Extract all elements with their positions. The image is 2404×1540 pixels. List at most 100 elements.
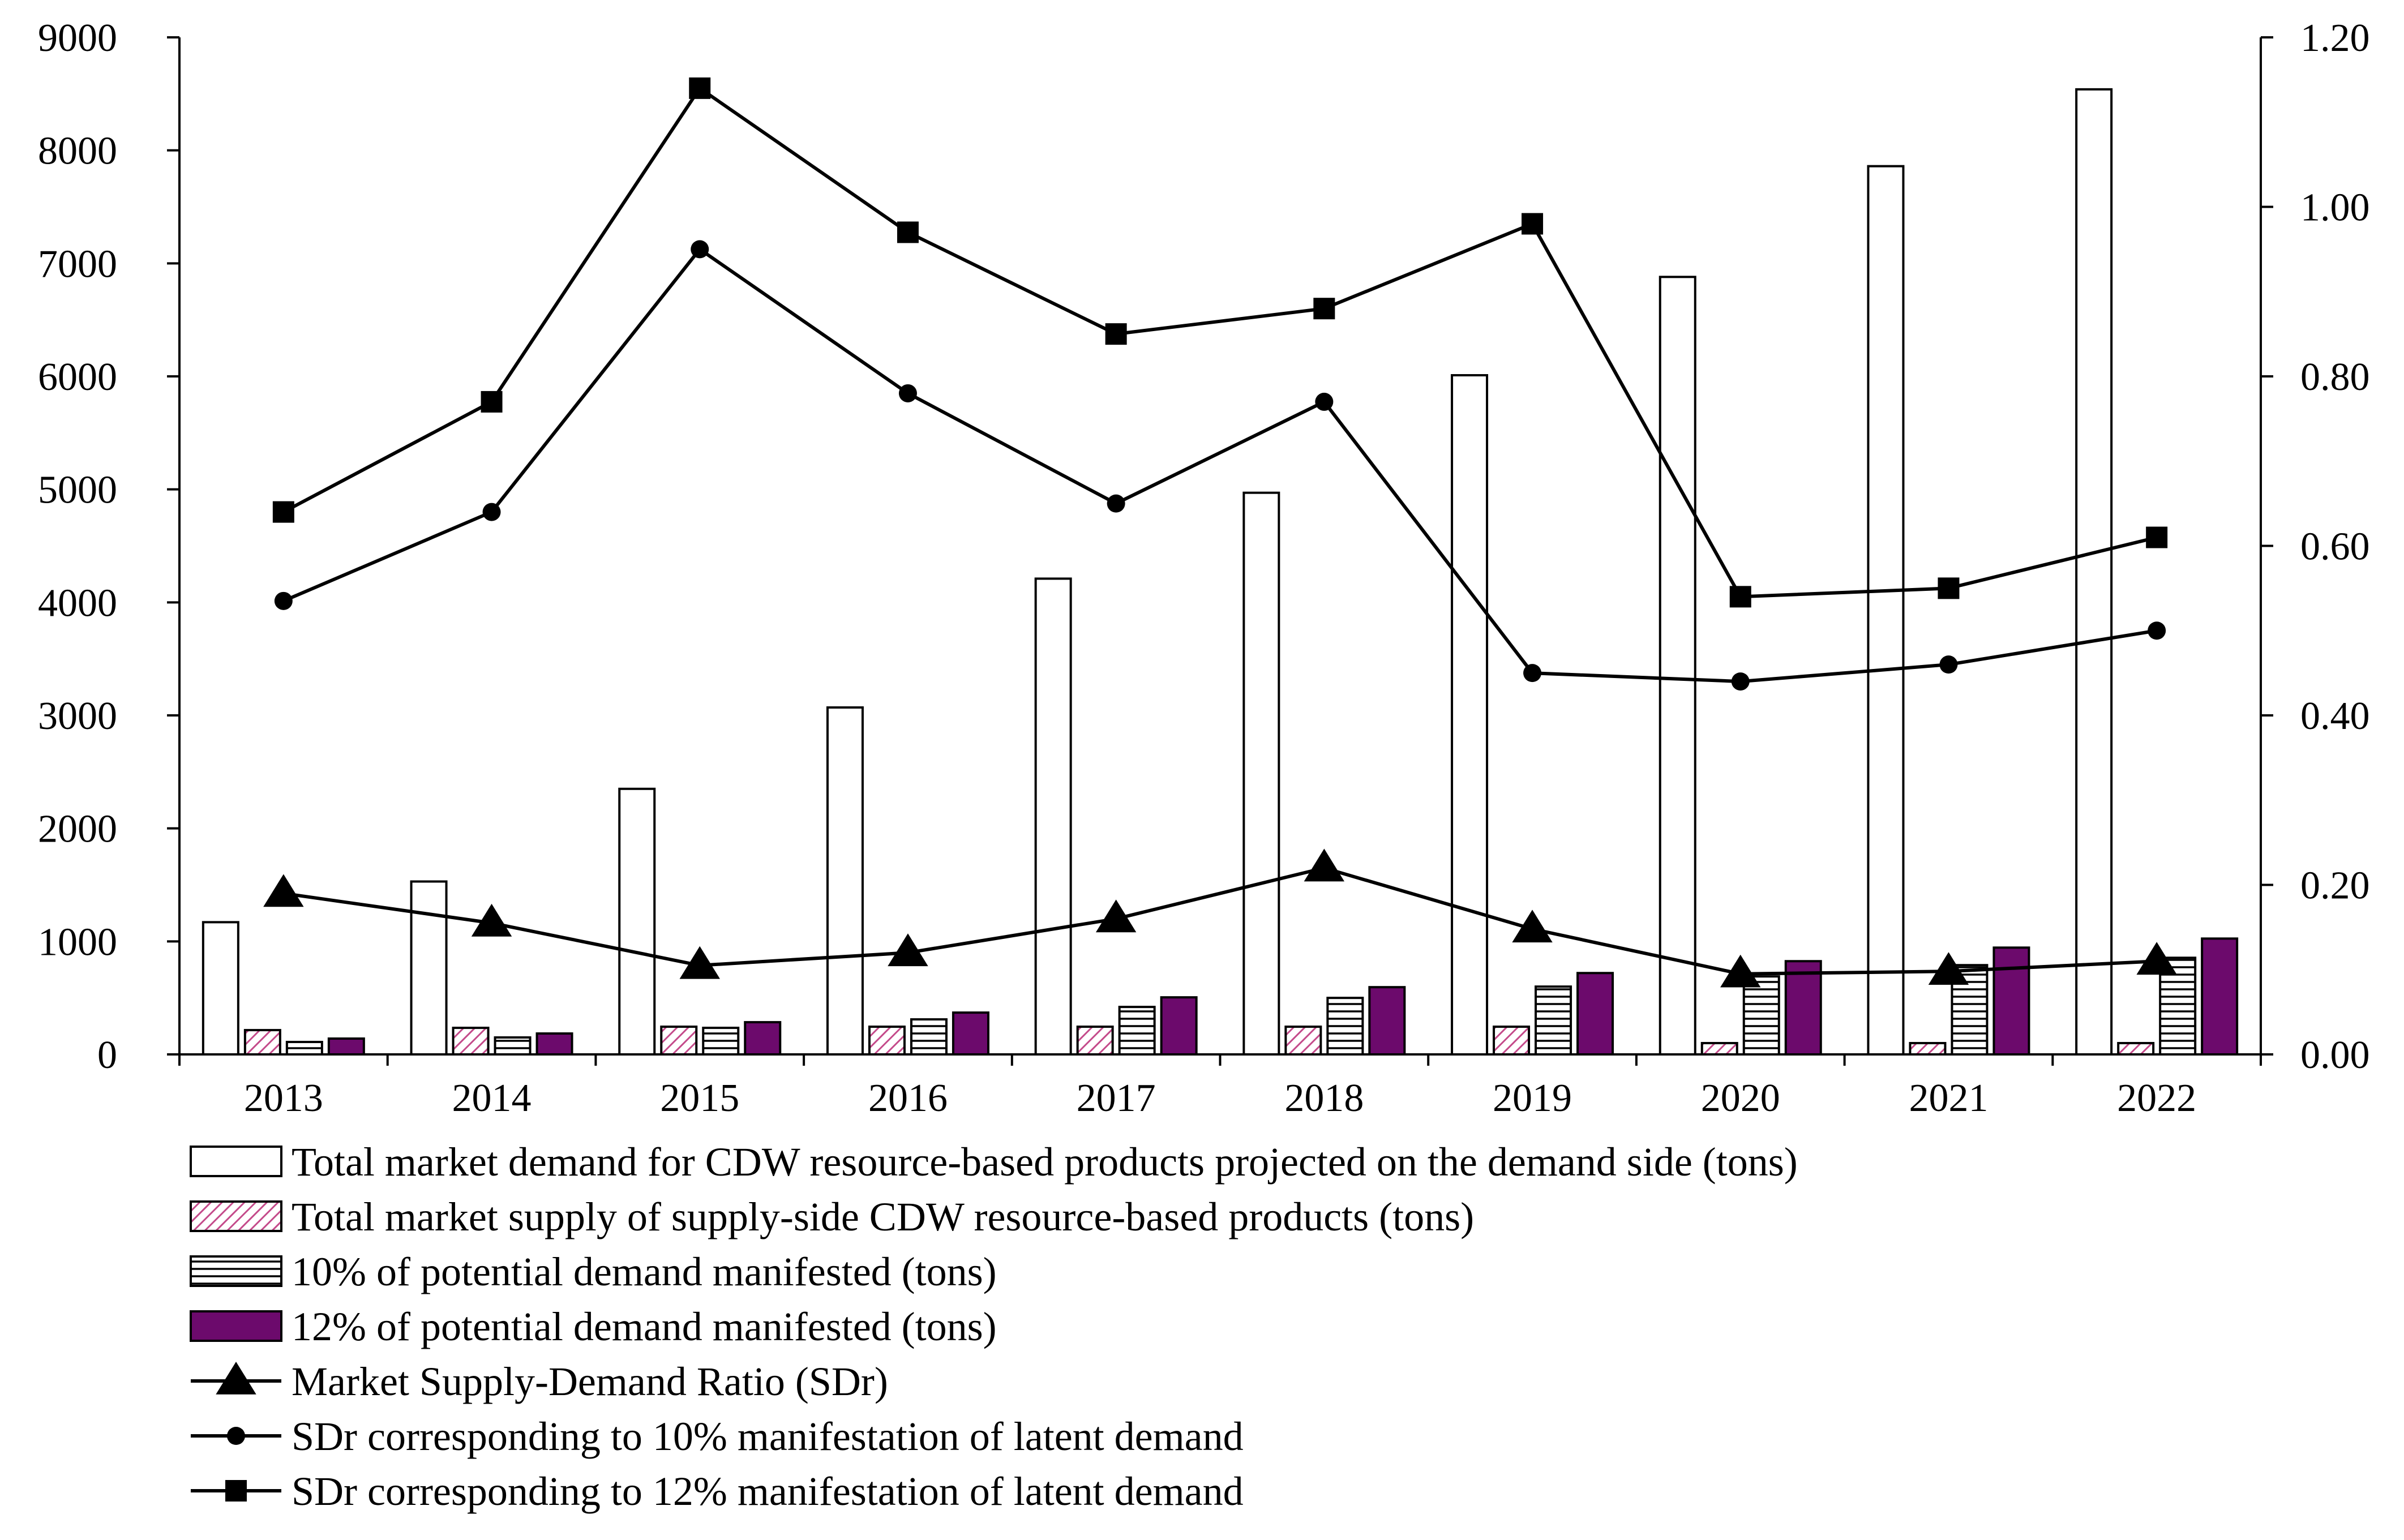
legend-marker-circle	[227, 1427, 245, 1445]
bars-layer	[202, 88, 2239, 1056]
point-triangle-2018	[1304, 848, 1345, 882]
point-triangle-2019	[1512, 910, 1553, 943]
legend-marker-square	[225, 1480, 247, 1502]
bar-purple-2016	[952, 1011, 989, 1056]
point-triangle-2017	[1095, 899, 1137, 933]
line-series-square	[282, 85, 2157, 599]
bar-purple-2018	[1368, 986, 1406, 1056]
line-series-circle	[282, 247, 2157, 684]
legend: Total market demand for CDW resource-bas…	[190, 1139, 1798, 1514]
bar-horizontal-stripes-2013	[285, 1041, 323, 1056]
point-square-2020	[1729, 586, 1751, 608]
x-tick-label: 2021	[1909, 1076, 1988, 1120]
point-square-2022	[2146, 526, 2168, 548]
x-tick-label: 2022	[2117, 1076, 2196, 1120]
bar-horizontal-stripes-2016	[910, 1018, 948, 1056]
point-circle-2018	[1315, 392, 1334, 411]
point-square-2019	[1522, 213, 1544, 235]
point-circle-2022	[2148, 621, 2166, 640]
legend-label: 12% of potential demand manifested (tons…	[292, 1304, 997, 1349]
point-circle-2015	[691, 240, 709, 259]
point-circle-2016	[898, 384, 917, 402]
bar-white-2021	[1867, 165, 1905, 1056]
y-tick-label: 2000	[38, 808, 117, 851]
point-square-2016	[897, 221, 919, 243]
point-circle-2014	[482, 503, 501, 521]
bar-pink-hatch-2014	[452, 1027, 490, 1056]
y2-tick-label: 0.20	[2300, 864, 2370, 908]
legend-label: 10% of potential demand manifested (tons…	[292, 1249, 997, 1294]
x-tick-label: 2016	[868, 1076, 948, 1120]
legend-swatch-white	[190, 1146, 282, 1177]
bar-purple-2020	[1784, 960, 1822, 1056]
bar-pink-hatch-2016	[868, 1026, 906, 1056]
point-triangle-2020	[1720, 954, 1761, 988]
x-tick-label: 2015	[660, 1076, 739, 1120]
bar-pink-hatch-2017	[1076, 1026, 1114, 1056]
point-circle-2019	[1523, 664, 1542, 683]
bar-horizontal-stripes-2015	[702, 1027, 740, 1056]
point-square-2017	[1105, 323, 1127, 345]
bar-purple-2021	[1992, 946, 2030, 1056]
x-tick-label: 2018	[1284, 1076, 1364, 1120]
y2-tick-label: 0.80	[2300, 355, 2370, 399]
y2-tick-label: 0.60	[2300, 525, 2370, 569]
bar-purple-2017	[1160, 996, 1198, 1056]
y-tick-label: 5000	[38, 469, 117, 512]
bar-white-2015	[618, 787, 656, 1056]
point-circle-2020	[1731, 672, 1750, 691]
bar-white-2016	[826, 706, 864, 1056]
y2-tick-label: 0.00	[2300, 1033, 2370, 1077]
y2-tick-label: 1.00	[2300, 186, 2370, 230]
bar-purple-2014	[535, 1032, 573, 1056]
y-tick-label: 9000	[38, 16, 117, 60]
bar-horizontal-stripes-2018	[1326, 997, 1364, 1056]
y2-tick-label: 1.20	[2300, 16, 2370, 60]
line-series-triangle	[283, 866, 2157, 976]
bar-pink-hatch-2018	[1284, 1026, 1322, 1056]
bar-horizontal-stripes-2019	[1535, 985, 1572, 1056]
bar-pink-hatch-2013	[243, 1029, 281, 1056]
legend-label: SDr corresponding to 12% manifestation o…	[292, 1469, 1244, 1514]
bar-white-2018	[1242, 491, 1280, 1056]
legend-swatch-purple	[190, 1310, 282, 1342]
bar-white-2014	[410, 880, 448, 1056]
bar-pink-hatch-2020	[1700, 1042, 1738, 1056]
bar-purple-2015	[744, 1021, 782, 1056]
y2-tick-label: 0.40	[2300, 694, 2370, 738]
lines-layer	[263, 77, 2177, 988]
bar-purple-2013	[327, 1037, 365, 1056]
point-triangle-2021	[1928, 952, 1969, 985]
bar-pink-hatch-2015	[660, 1026, 698, 1056]
bar-white-2020	[1659, 276, 1696, 1056]
x-tick-label: 2017	[1077, 1076, 1156, 1120]
bar-white-2017	[1034, 577, 1072, 1056]
bar-pink-hatch-2019	[1493, 1026, 1531, 1056]
point-triangle-2015	[679, 946, 720, 979]
point-circle-2013	[274, 591, 293, 610]
x-tick-label: 2020	[1701, 1076, 1780, 1120]
point-square-2014	[481, 391, 503, 413]
legend-swatch-pink-hatch	[190, 1200, 282, 1232]
bar-horizontal-stripes-2014	[494, 1036, 532, 1056]
legend-swatch-horizontal-stripes	[190, 1255, 282, 1287]
point-square-2015	[689, 77, 711, 99]
y-tick-label: 6000	[38, 355, 117, 399]
point-square-2021	[1938, 577, 1960, 599]
point-circle-2021	[1939, 655, 1958, 674]
bar-pink-hatch-2021	[1909, 1042, 1947, 1056]
bar-purple-2019	[1576, 972, 1614, 1056]
axes-layer: 0 1000 2000 3000 4000 5000 6000 7000 8000 9000 0.0…	[38, 16, 2370, 1120]
bar-horizontal-stripes-2017	[1118, 1006, 1156, 1056]
legend-marker-triangle	[216, 1362, 256, 1395]
y-tick-label: 1000	[38, 920, 117, 964]
x-tick-label: 2013	[244, 1076, 323, 1120]
y-tick-label: 0	[97, 1033, 117, 1077]
x-tick-label: 2014	[452, 1076, 532, 1120]
bar-purple-2022	[2201, 937, 2239, 1056]
point-triangle-2016	[888, 933, 928, 967]
bar-white-2022	[2075, 88, 2113, 1056]
y-tick-label: 4000	[38, 581, 117, 625]
bar-white-2019	[1451, 374, 1489, 1056]
